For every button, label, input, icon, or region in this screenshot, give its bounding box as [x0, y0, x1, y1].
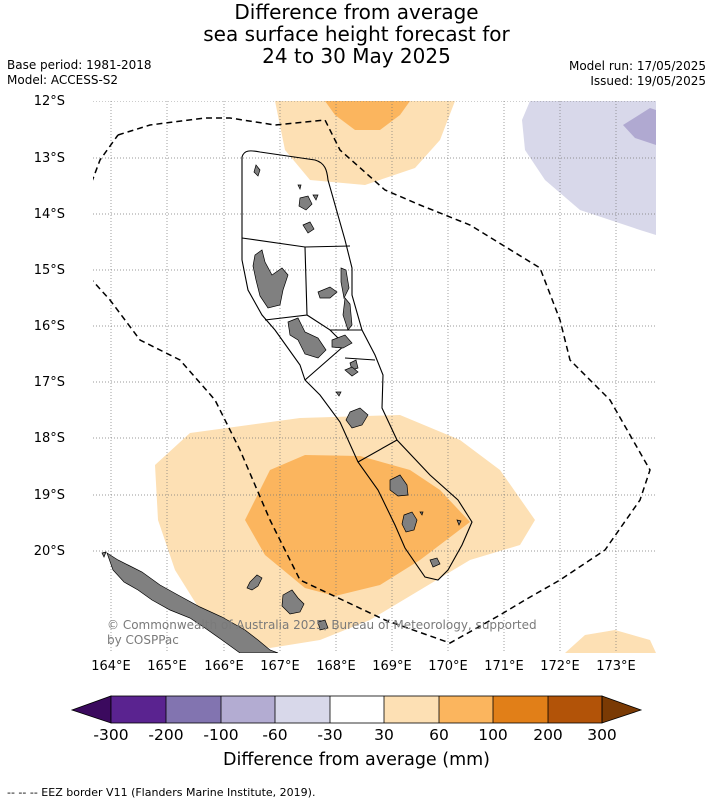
copyright-line-2: by COSPPac	[107, 633, 179, 647]
colorbar-label-neg300: -300	[93, 726, 129, 744]
colorbar-bin-3	[221, 696, 275, 723]
lat-label-19s: 19°S	[33, 488, 65, 503]
province-boundaries	[241, 150, 473, 581]
island-aneityum	[429, 557, 441, 568]
colorbar-bin-7	[439, 696, 493, 723]
model-name: Model: ACCESS-S2	[7, 73, 119, 87]
island-small-1	[87, 525, 92, 538]
island-tanna	[401, 511, 418, 533]
title-line-1: Difference from average	[234, 0, 479, 24]
island-vanua-lava	[298, 195, 313, 211]
colorbar-label-neg200: -200	[148, 726, 184, 744]
island-new-caledonia	[106, 552, 279, 653]
island-gaua	[302, 221, 315, 234]
colorbar-bin-8	[493, 696, 548, 723]
lon-label-165e: 165°E	[147, 659, 187, 674]
colorbar-ticks	[165, 696, 549, 723]
colorbar-label-60: 60	[429, 726, 449, 744]
colorbar-bin-1	[111, 696, 166, 723]
lat-label-14s: 14°S	[33, 207, 65, 222]
copyright-notice: © Commonwealth of Australia 2025, Bureau…	[107, 618, 537, 648]
colorbar-bin-4	[275, 696, 330, 723]
island-erromango	[389, 474, 409, 497]
lat-label-20s: 20°S	[33, 544, 65, 559]
island-efate	[345, 407, 369, 429]
lat-label-13s: 13°S	[33, 151, 65, 166]
colorbar-bin-6	[384, 696, 439, 723]
colorbar-bin-9	[548, 696, 602, 723]
colorbar-label-100: 100	[478, 726, 508, 744]
anomaly-60-100-north	[325, 101, 410, 130]
island-torres	[253, 164, 261, 177]
anomaly-neg-30-60	[522, 101, 656, 235]
copyright-line-1: © Commonwealth of Australia 2025, Bureau…	[107, 618, 537, 632]
anomaly-30-60-southeast	[565, 630, 656, 653]
land-masses	[87, 164, 462, 653]
plot-area	[87, 101, 656, 653]
anomaly-30-60-north	[275, 101, 455, 185]
colorbar-bin-5	[330, 696, 384, 723]
lat-label-15s: 15°S	[33, 263, 65, 278]
anomaly-neg-60-100	[623, 108, 656, 145]
colorbar-title: Difference from average (mm)	[222, 750, 491, 770]
lon-label-170e: 170°E	[428, 659, 468, 674]
island-ouvea	[246, 574, 263, 591]
lon-label-173e: 173°E	[596, 659, 636, 674]
issued-date: Issued: 19/05/2025	[590, 74, 706, 88]
colorbar-label-neg60: -60	[262, 726, 288, 744]
island-futuna	[456, 519, 462, 526]
lon-label-164e: 164°E	[91, 659, 131, 674]
island-ambrym	[331, 334, 353, 349]
island-maewo	[340, 267, 350, 300]
lat-label-18s: 18°S	[33, 431, 65, 446]
lon-label-168e: 168°E	[316, 659, 356, 674]
island-mare	[317, 619, 329, 631]
lon-label-169e: 169°E	[372, 659, 412, 674]
island-ambae	[317, 286, 338, 299]
grid-lines	[93, 101, 656, 653]
lat-label-17s: 17°S	[33, 375, 65, 390]
eez-border	[93, 117, 651, 644]
island-epi	[344, 366, 359, 377]
island-small-4	[335, 391, 342, 397]
colorbar-label-300: 300	[587, 726, 617, 744]
island-espiritu-santo	[252, 249, 289, 309]
title-line-2: sea surface height forecast for	[203, 22, 510, 46]
lon-label-172e: 172°E	[540, 659, 580, 674]
lon-label-167e: 167°E	[260, 659, 300, 674]
lon-label-171e: 171°E	[484, 659, 524, 674]
colorbar-frame	[110, 695, 603, 724]
lat-label-16s: 16°S	[33, 319, 65, 334]
colorbar	[70, 695, 643, 724]
colorbar-bin-2	[166, 696, 221, 723]
island-small-2	[297, 184, 302, 191]
colorbar-label-neg30: -30	[317, 726, 343, 744]
island-malekula	[287, 317, 327, 359]
title-line-3: 24 to 30 May 2025	[262, 44, 451, 68]
lat-label-12s: 12°S	[33, 94, 65, 109]
eez-legend: -- -- -- EEZ border V11 (Flanders Marine…	[7, 786, 316, 799]
colorbar-label-neg100: -100	[203, 726, 239, 744]
meta-left: Base period: 1981-2018 Model: ACCESS-S2	[7, 58, 152, 88]
island-small-5	[101, 551, 107, 558]
island-aniwa	[419, 511, 424, 516]
island-lifou	[281, 589, 305, 615]
colorbar-extend-high	[601, 695, 643, 724]
lon-label-166e: 166°E	[204, 659, 244, 674]
base-period: Base period: 1981-2018	[7, 58, 152, 72]
model-run: Model run: 17/05/2025	[568, 59, 706, 73]
island-pentecost	[342, 297, 353, 331]
island-small-3	[312, 194, 319, 201]
colorbar-label-30: 30	[374, 726, 394, 744]
colorbar-label-200: 200	[533, 726, 563, 744]
colorbar-extend-low	[70, 695, 112, 724]
meta-right: Model run: 17/05/2025 Issued: 19/05/2025	[569, 59, 706, 89]
